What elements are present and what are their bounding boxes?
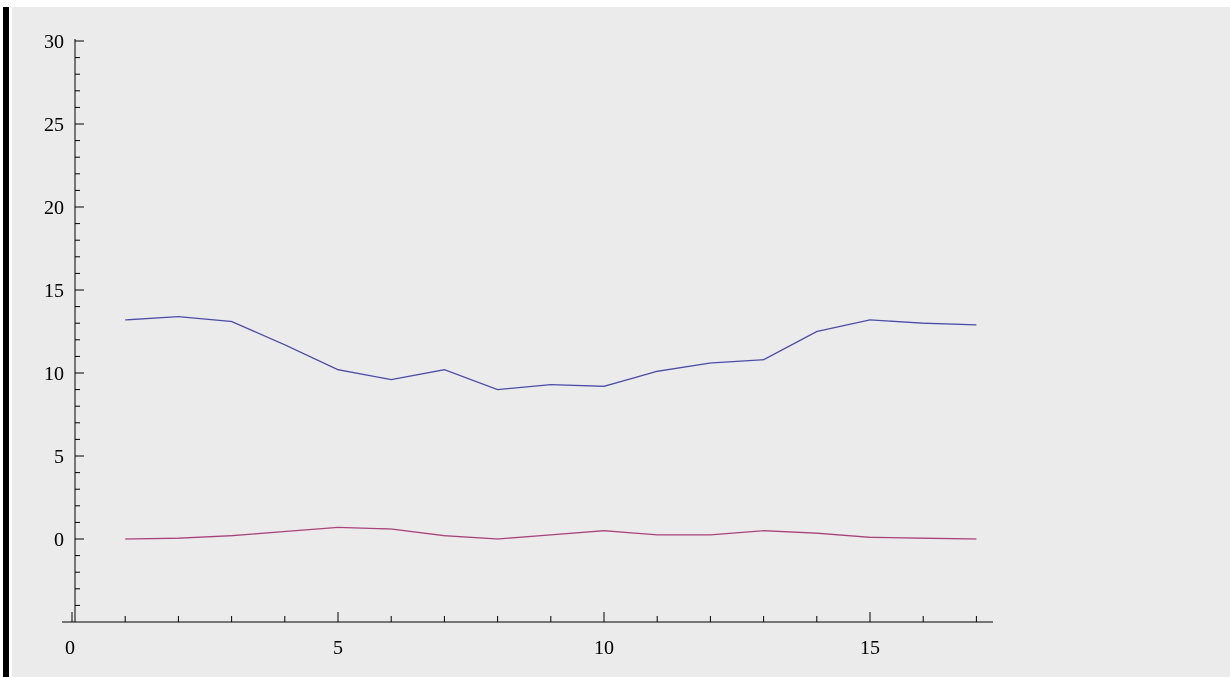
left-border-bar xyxy=(3,7,9,677)
series-line-2 xyxy=(125,526,977,540)
x-tick-label: 15 xyxy=(860,637,880,659)
y-tick-label: 10 xyxy=(44,363,64,385)
y-tick-label: 15 xyxy=(44,280,64,302)
series-group xyxy=(125,315,977,540)
axes-group xyxy=(62,39,993,623)
y-tick-label: 30 xyxy=(44,31,64,53)
y-tick-label: 0 xyxy=(54,529,64,551)
series-line-1 xyxy=(125,315,977,391)
x-tick-label: 10 xyxy=(594,637,614,659)
x-tick-label: 0 xyxy=(65,637,75,659)
y-tick-label: 25 xyxy=(44,114,64,136)
tick-labels-group: 0 5 10 15 20 25 30 0 5 10 15 xyxy=(44,31,880,659)
y-tick-label: 5 xyxy=(54,446,64,468)
x-tick-label: 5 xyxy=(333,637,343,659)
y-tick-label: 20 xyxy=(44,197,64,219)
plot-background xyxy=(12,7,1230,677)
